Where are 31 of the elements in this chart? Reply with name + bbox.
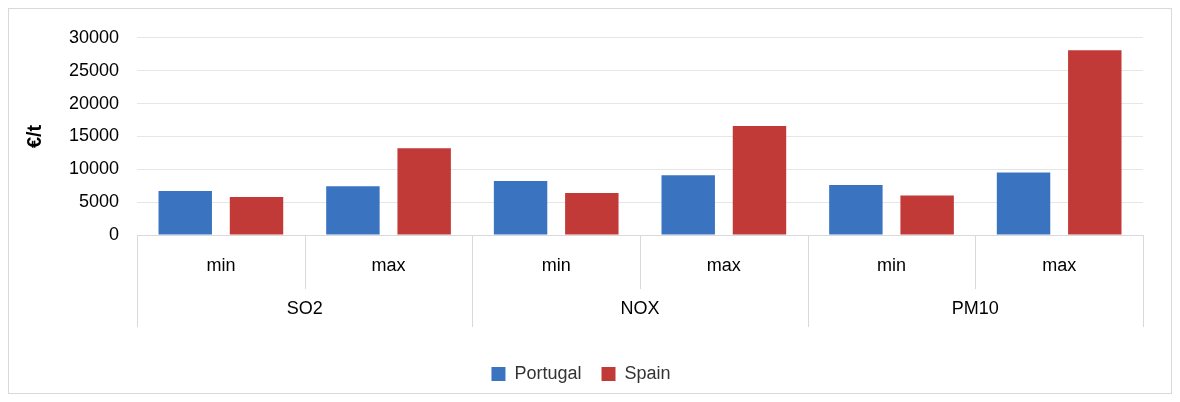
bar (900, 195, 954, 235)
y-tick-label: 5000 (79, 191, 120, 212)
legend-label: Portugal (514, 362, 582, 383)
x-tick-label: min (877, 254, 907, 275)
x-tick-label: max (371, 254, 406, 275)
bar (732, 125, 787, 235)
text: NOX (620, 297, 660, 318)
bar (829, 185, 883, 235)
bar (493, 181, 548, 235)
y-tick-label: 30000 (68, 26, 120, 47)
x-tick-label: max (1042, 254, 1077, 275)
bar (397, 148, 451, 235)
bar (158, 190, 212, 235)
y-axis-title: €/t (22, 124, 45, 149)
y-tick-label: 15000 (68, 125, 120, 146)
y-tick-label: 20000 (68, 92, 120, 113)
text: SO2 (286, 297, 323, 318)
bar (996, 172, 1051, 235)
y-tick-label: 10000 (68, 158, 120, 179)
y-tick-label: 0 (109, 223, 120, 244)
y-tick-label: 25000 (68, 59, 120, 80)
bar (1068, 50, 1122, 235)
x-tick-label: min (541, 254, 571, 275)
x-tick-label: max (706, 254, 741, 275)
legend-label: Spain (624, 362, 671, 383)
text: PM10 (951, 297, 999, 318)
bar (229, 196, 284, 235)
bar (661, 175, 715, 235)
bar (326, 186, 380, 235)
x-tick-label: min (206, 254, 236, 275)
bar (565, 192, 619, 235)
